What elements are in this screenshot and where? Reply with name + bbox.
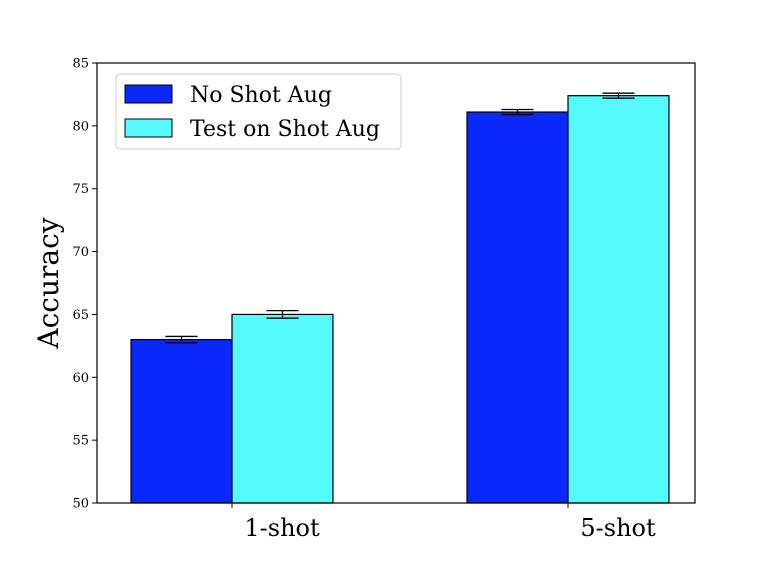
legend-frame bbox=[115, 73, 402, 150]
y-axis-label: Accuracy bbox=[32, 217, 65, 349]
y-tick-label: 75 bbox=[72, 182, 89, 197]
error-bar-no-shot-aug-1-shot bbox=[165, 335, 198, 344]
y-tick-label: 85 bbox=[72, 57, 89, 72]
bar-test-on-shot-aug-1-shot bbox=[231, 313, 334, 504]
y-tick-label: 60 bbox=[72, 371, 89, 386]
legend-label-test-on-shot-aug: Test on Shot Aug bbox=[190, 117, 380, 142]
error-bar-no-shot-aug-5-shot bbox=[501, 108, 534, 116]
y-tick-label: 70 bbox=[72, 245, 89, 260]
legend-swatch-test-on-shot-aug bbox=[124, 118, 173, 138]
y-tick-label: 65 bbox=[72, 308, 89, 323]
bar-no-shot-aug-5-shot bbox=[466, 111, 569, 504]
x-tick-label: 1-shot bbox=[244, 514, 320, 542]
error-bars-layer bbox=[165, 92, 635, 344]
plot-frame bbox=[96, 62, 696, 504]
bars-layer bbox=[130, 95, 670, 504]
x-tick-label: 5-shot bbox=[580, 514, 656, 542]
error-bar-test-on-shot-aug-1-shot bbox=[266, 310, 299, 319]
y-tick-label: 50 bbox=[72, 497, 89, 512]
y-axis: 50 55 60 65 70 75 80 85 bbox=[72, 57, 97, 512]
bar-no-shot-aug-1-shot bbox=[130, 338, 233, 504]
legend-label-no-shot-aug: No Shot Aug bbox=[190, 83, 332, 108]
y-tick-label: 55 bbox=[72, 434, 89, 449]
bar-test-on-shot-aug-5-shot bbox=[567, 95, 670, 504]
legend: No Shot Aug Test on Shot Aug bbox=[115, 73, 402, 150]
x-axis: 1-shot 5-shot bbox=[231, 503, 656, 542]
error-bar-test-on-shot-aug-5-shot bbox=[602, 92, 635, 99]
legend-swatch-no-shot-aug bbox=[124, 84, 173, 104]
y-tick-label: 80 bbox=[72, 119, 89, 134]
